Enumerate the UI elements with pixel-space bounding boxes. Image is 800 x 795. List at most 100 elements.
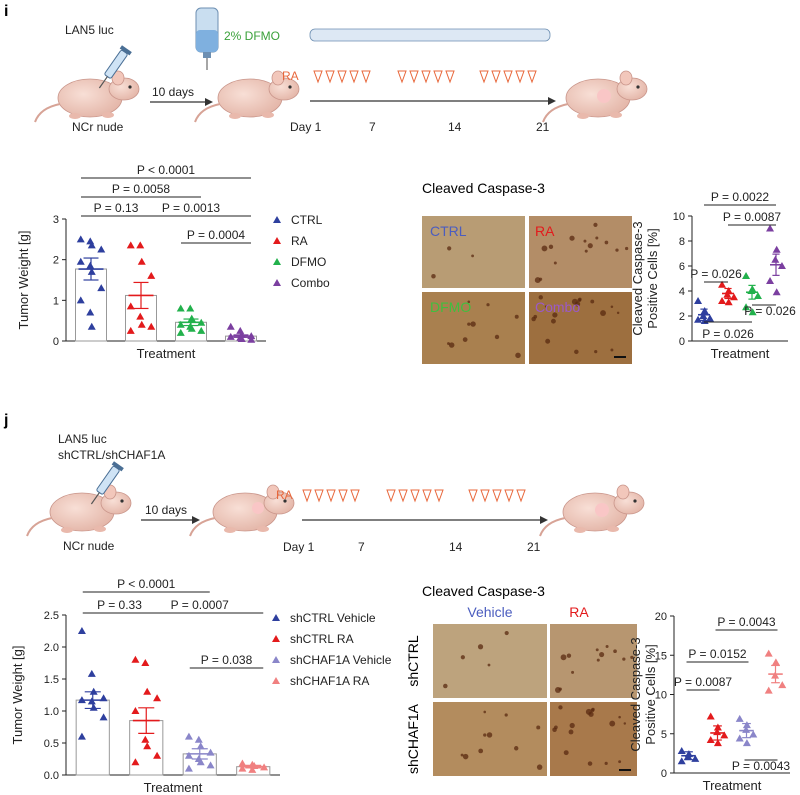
data-point xyxy=(89,703,98,711)
stained-cell xyxy=(483,733,487,737)
data-point xyxy=(248,765,257,773)
ra-dose-triangle xyxy=(302,489,312,503)
day-label: Day 1 xyxy=(290,120,322,134)
tumor-icon xyxy=(595,503,609,517)
schematic-i: LAN5 luc NCr nude 10 days 2% DFMO RA Day… xyxy=(34,7,648,134)
y-tick-label: 1.0 xyxy=(44,706,59,718)
stained-cell xyxy=(504,630,509,636)
data-point xyxy=(143,742,152,750)
ra-dose-triangle xyxy=(479,70,489,84)
stained-cell xyxy=(568,729,574,735)
ra-dose-triangle xyxy=(397,70,407,84)
stained-cell xyxy=(514,746,519,751)
stained-cell xyxy=(605,645,609,649)
tumor-icon xyxy=(597,89,611,103)
ra-dose-triangle xyxy=(516,489,526,503)
stained-cell xyxy=(538,295,543,300)
ra-dose-triangle xyxy=(504,489,514,503)
data-point xyxy=(77,627,86,634)
data-point xyxy=(153,751,162,759)
legend-marker xyxy=(272,635,280,642)
data-point xyxy=(141,735,150,743)
legend-marker xyxy=(273,279,281,286)
day-label: 14 xyxy=(448,120,462,134)
stained-cell xyxy=(622,657,626,661)
data-point xyxy=(237,334,246,342)
data-point xyxy=(77,732,86,740)
schematic-j: LAN5 luc shCTRL/shCHAF1A NCr nude 10 day… xyxy=(26,432,645,554)
ra-dose-markers xyxy=(302,489,526,503)
y-axis-title: Tumor Weight [g] xyxy=(10,646,25,745)
data-point xyxy=(771,658,780,666)
p-value-label: P = 0.13 xyxy=(94,201,139,215)
dfmo-duration-bar xyxy=(309,28,551,42)
stained-cell xyxy=(616,311,620,315)
data-point xyxy=(87,669,96,677)
micrograph-shchaf1a-vehicle xyxy=(433,702,547,776)
panel-letter-j: j xyxy=(3,412,8,429)
data-point xyxy=(772,245,781,253)
data-point xyxy=(131,655,140,663)
mouse-icon xyxy=(539,484,645,537)
micrograph-col-label: Vehicle xyxy=(467,604,512,620)
y-tick-label: 8 xyxy=(679,236,685,248)
mouse-strain-label: NCr nude xyxy=(63,539,115,553)
stained-cell xyxy=(536,764,543,770)
stained-cell xyxy=(558,687,562,691)
micrograph-shctrl-vehicle xyxy=(433,624,547,698)
data-point xyxy=(742,303,751,311)
stained-cell xyxy=(577,298,582,302)
y-tick-label: 4 xyxy=(679,286,685,298)
y-tick-label: 15 xyxy=(655,650,667,662)
y-axis-title: Cleaved Caspase-3 xyxy=(630,221,645,335)
micrograph-dfmo xyxy=(422,292,525,364)
ra-dose-triangle xyxy=(491,70,501,84)
ra-dose-triangle xyxy=(422,489,432,503)
stained-cell xyxy=(544,305,548,308)
data-point xyxy=(764,649,773,657)
data-point xyxy=(735,734,744,742)
stained-cell xyxy=(566,653,572,658)
p-value-label: P = 0.0022 xyxy=(711,190,769,204)
p-value-label: P = 0.0087 xyxy=(674,675,732,689)
x-axis-title: Treatment xyxy=(703,778,762,793)
micrograph-grid: CTRL RA DFMO Combo xyxy=(422,216,632,364)
data-point xyxy=(247,335,256,343)
legend-marker xyxy=(272,614,280,621)
y-axis-title: Cleaved Caspase-3 xyxy=(628,637,643,751)
data-point xyxy=(136,241,145,249)
data-point xyxy=(86,237,95,245)
stained-cell xyxy=(596,658,600,662)
stained-cell xyxy=(594,350,598,354)
y-tick-label: 0 xyxy=(53,336,59,348)
stained-cell xyxy=(487,663,491,667)
ra-dose-triangle xyxy=(433,70,443,84)
panel-letter-i: i xyxy=(4,3,8,20)
legend-label: shCTRL Vehicle xyxy=(290,611,376,625)
legend-label: shCHAF1A Vehicle xyxy=(290,653,392,667)
stained-cell xyxy=(623,722,627,725)
ra-dose-markers xyxy=(313,70,537,84)
data-point xyxy=(705,314,714,322)
y-axis-title: Positive Cells [%] xyxy=(645,228,660,328)
stained-cell xyxy=(569,722,575,729)
stained-cell xyxy=(630,655,634,660)
data-point xyxy=(137,257,146,265)
timeline-arrowhead xyxy=(548,97,556,105)
stained-cell xyxy=(486,303,490,307)
data-point xyxy=(748,308,757,316)
ra-dose-triangle xyxy=(314,489,324,503)
wait-arrowhead xyxy=(192,516,200,524)
data-point xyxy=(187,324,196,332)
stained-cells xyxy=(443,630,634,770)
y-tick-label: 0.0 xyxy=(44,770,59,782)
data-point xyxy=(87,267,96,275)
x-axis-title: Treatment xyxy=(711,346,770,361)
ra-dose-triangle xyxy=(326,489,336,503)
y-tick-label: 10 xyxy=(655,690,667,702)
stained-cell xyxy=(431,273,436,279)
stained-cell xyxy=(595,236,599,240)
y-tick-label: 2.0 xyxy=(44,642,59,654)
wait-arrowhead xyxy=(205,98,213,106)
stained-cell xyxy=(478,748,484,754)
